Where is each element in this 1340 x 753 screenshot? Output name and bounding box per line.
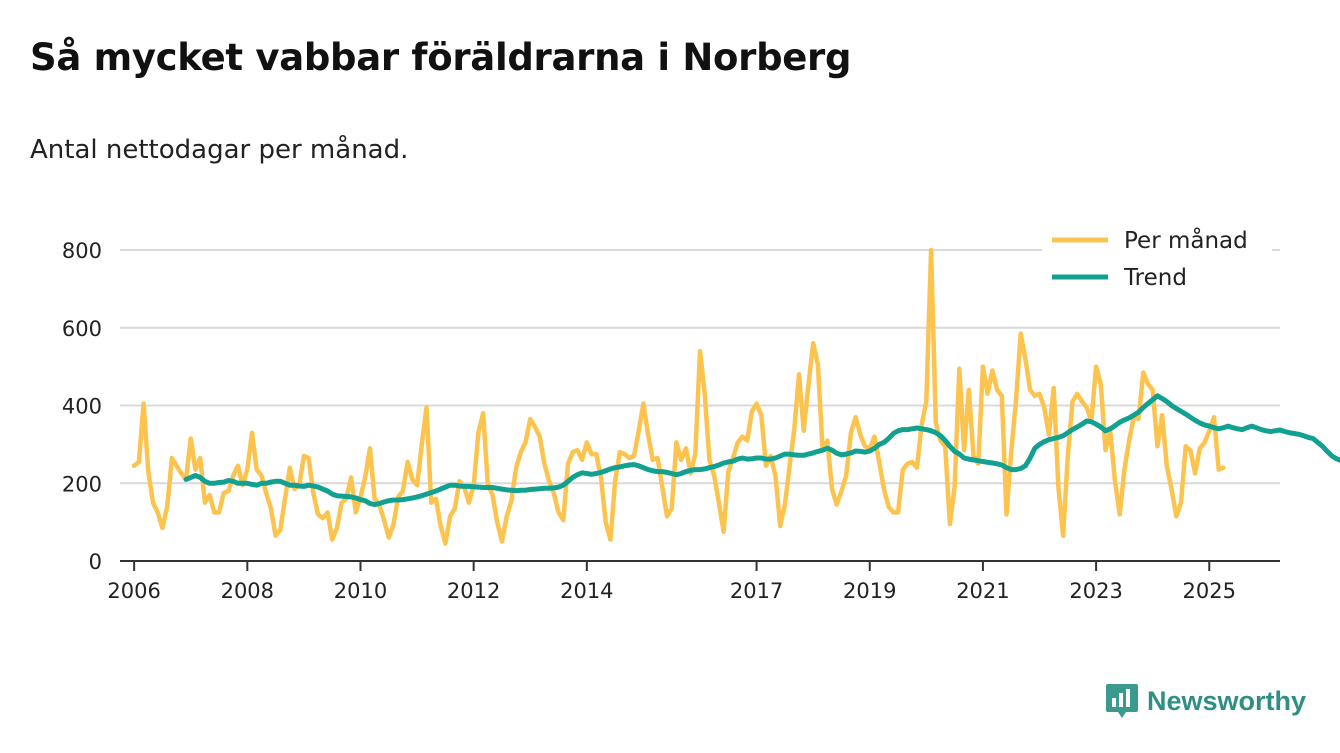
legend-label-trend: Trend (1123, 265, 1187, 291)
y-tick-label: 800 (62, 239, 102, 263)
brand-logo: Newsworthy (1105, 682, 1306, 720)
series-line-trend (183, 393, 1340, 508)
chart-subtitle: Antal nettodagar per månad. (30, 135, 409, 165)
x-tick-label: 2008 (221, 579, 274, 603)
x-tick-label: 2006 (107, 579, 160, 603)
legend-background (1042, 224, 1272, 304)
x-tick-label: 2025 (1183, 579, 1236, 603)
y-tick-label: 600 (62, 317, 102, 341)
x-tick-label: 2023 (1069, 579, 1122, 603)
x-tick-label: 2012 (447, 579, 500, 603)
x-tick-label: 2021 (956, 579, 1009, 603)
newsworthy-logo-icon (1105, 684, 1138, 718)
series-lines (131, 247, 1340, 546)
x-axis: 2006 2008 2010 2012 2014 2017 2019 2021 2023 2025 (107, 560, 1280, 603)
chart-title: Så mycket vabbar föräldrarna i Norberg (30, 36, 852, 79)
brand-name: Newsworthy (1146, 685, 1306, 716)
legend: Per månad Trend (1042, 224, 1272, 304)
y-tick-label: 400 (62, 395, 102, 419)
x-tick-label: 2010 (334, 579, 387, 603)
y-tick-label: 200 (62, 472, 102, 496)
y-axis: 0 200 400 600 800 (62, 239, 102, 574)
x-tick-label: 2019 (843, 579, 896, 603)
legend-label-monthly: Per månad (1124, 226, 1248, 254)
series-line-per-manad (131, 247, 1226, 546)
x-tick-label: 2017 (730, 579, 783, 603)
y-tick-label: 0 (89, 550, 102, 574)
x-tick-label: 2014 (560, 579, 613, 603)
